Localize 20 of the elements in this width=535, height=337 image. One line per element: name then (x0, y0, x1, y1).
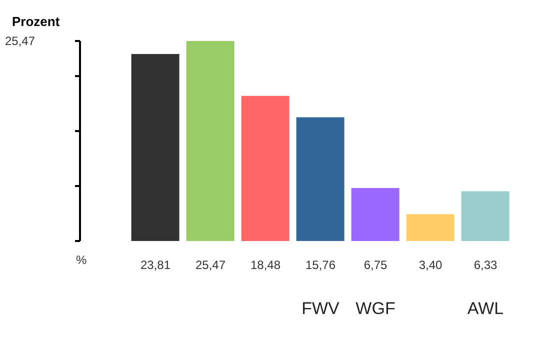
data-label: 6,75 (364, 258, 388, 272)
bar (241, 96, 290, 241)
text: 25,47 (5, 34, 36, 48)
bar (461, 191, 510, 241)
bar (186, 41, 234, 241)
bar (351, 188, 400, 241)
data-label: 23,81 (140, 258, 171, 272)
x-tick-label: WGF (356, 299, 396, 318)
x-tick-label: FWV (302, 299, 340, 318)
data-label: 25,47 (195, 258, 226, 272)
bar (406, 214, 454, 241)
data-label: 18,48 (250, 258, 281, 272)
bar (131, 54, 180, 241)
data-label: 15,76 (305, 258, 336, 272)
data-label: 3,40 (418, 258, 442, 272)
text: % (76, 253, 87, 267)
data-label: 6,33 (474, 258, 498, 272)
text: Prozent (12, 14, 60, 29)
x-tick-label: AWL (467, 299, 504, 318)
bar (296, 117, 344, 241)
